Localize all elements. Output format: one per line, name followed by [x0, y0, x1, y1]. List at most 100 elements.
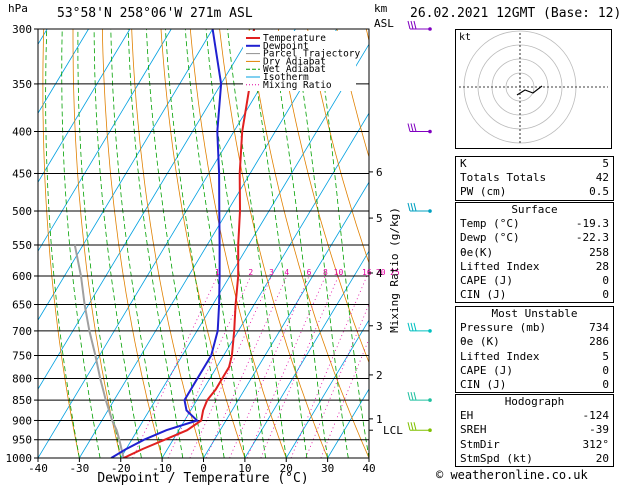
stat-label: StmSpd (kt)	[460, 451, 533, 465]
pressure-tick-label: 300	[12, 23, 32, 36]
mixing-ratio-label: 1	[215, 268, 220, 277]
legend-label: Parcel Trajectory	[263, 49, 361, 60]
stat-value: 0.5	[589, 185, 609, 199]
stat-label: CIN (J)	[460, 377, 507, 391]
stat-label: Temp (°C)	[460, 217, 520, 231]
mixing-ratio-line	[229, 275, 310, 458]
wind-barb-flag	[410, 20, 414, 30]
pressure-tick-label: 600	[12, 270, 32, 283]
pressure-tick-label: 650	[12, 299, 32, 312]
wet-adiabat-line	[271, 29, 328, 458]
legend-label: Isotherm	[263, 72, 309, 83]
parcel-trajectory-line	[73, 244, 125, 458]
pressure-tick-label: 950	[12, 434, 32, 447]
wind-barb-flag	[413, 391, 417, 401]
copyright-text: © weatheronline.co.uk	[436, 468, 588, 482]
isotherm-line	[203, 181, 369, 458]
x-tick-label: -20	[111, 462, 131, 475]
mixing-ratio-line	[305, 303, 369, 458]
legend-label: Dewpoint	[263, 41, 309, 52]
asl-label: ASL	[374, 17, 394, 30]
stat-label: K	[460, 157, 467, 170]
stat-label: Lifted Index	[460, 259, 540, 273]
isotherm-line	[0, 29, 6, 458]
stat-label: CAPE (J)	[460, 273, 513, 287]
legend-label: Dry Adiabat	[263, 56, 326, 67]
stat-value: 28	[595, 259, 609, 273]
stat-row: CAPE (J) 0	[456, 274, 613, 288]
isotherm-line	[244, 250, 369, 458]
stat-label: SREH	[460, 423, 487, 437]
stat-value: 0	[602, 377, 609, 391]
panel-title: Surface	[511, 203, 558, 216]
stat-label: EH	[460, 409, 474, 423]
mixing-ratio-label: 4	[284, 268, 289, 277]
stat-value: -39	[589, 423, 609, 437]
stat-value: 286	[589, 335, 609, 349]
stat-value: -22.3	[575, 231, 609, 245]
wind-barb-dot	[428, 329, 432, 333]
stat-value: 0	[602, 273, 609, 287]
x-tick-label: 0	[200, 462, 207, 475]
wind-barb-flag	[410, 123, 414, 132]
stat-row: Lifted Index 28	[456, 260, 613, 274]
x-tick-label: 10	[238, 462, 251, 475]
wind-barb-dot	[428, 27, 432, 31]
height-tick-label: 6	[376, 166, 383, 179]
panel-title: Most Unstable	[491, 307, 578, 320]
pressure-tick-label: 750	[12, 349, 32, 362]
wind-barb-flag	[407, 20, 411, 30]
isotherm-line	[285, 319, 369, 458]
stat-value: 258	[589, 245, 609, 259]
height-tick-label: 5	[376, 212, 383, 225]
stat-row: Pressure (mb) 734	[456, 321, 613, 335]
wind-barb-dot	[428, 398, 432, 402]
wind-barb-dot	[428, 428, 432, 433]
stat-value: 0	[602, 363, 609, 377]
stat-label: θe (K)	[460, 335, 500, 349]
wet-adiabat-line	[127, 29, 184, 458]
stat-value: 0	[602, 288, 609, 302]
dry-adiabat-line	[336, 29, 369, 159]
stat-label: Totals Totals	[460, 171, 547, 185]
wind-barb-dot	[428, 129, 432, 134]
mixing-ratio-label: 3	[269, 268, 274, 277]
mixing-ratio-label: 6	[307, 268, 312, 277]
pressure-tick-label: 850	[12, 394, 32, 407]
hodograph-kt-label: kt	[459, 32, 471, 43]
stat-row: StmSpd (kt) 20	[456, 452, 613, 466]
stat-value: 312°	[582, 437, 610, 451]
stat-row: EH -124	[456, 409, 613, 423]
pressure-tick-label: 900	[12, 414, 32, 427]
mixing-ratio-line	[205, 275, 288, 458]
stat-label: Lifted Index	[460, 349, 540, 363]
wind-barb-flag	[413, 422, 417, 431]
isotherm-line	[79, 29, 338, 458]
dry-adiabat-line	[248, 29, 369, 458]
stat-row: θe(K) 258	[456, 246, 613, 260]
hpa-label: hPa	[8, 2, 28, 15]
wind-barb-flag	[410, 422, 414, 431]
mixing-ratio-axis-title: Mixing Ratio (g/kg)	[388, 207, 401, 333]
pressure-tick-label: 350	[12, 78, 32, 91]
indices-panel: K 5 Totals Totals 42 PW (cm) 0.5	[455, 156, 614, 201]
legend-box	[243, 31, 356, 91]
stat-value: 42	[595, 171, 609, 185]
stat-row: θe (K) 286	[456, 335, 613, 349]
location-title: 53°58'N 258°06'W 271m ASL	[57, 6, 253, 21]
height-tick-label: 4	[376, 267, 383, 280]
stat-row: Lifted Index 5	[456, 350, 613, 364]
stat-value: -124	[582, 409, 610, 423]
stat-row: SREH -39	[456, 423, 613, 437]
x-tick-label: 30	[321, 462, 334, 475]
pressure-tick-label: 700	[12, 325, 32, 338]
stat-row: CIN (J) 0	[456, 378, 613, 392]
stat-value: -19.3	[575, 217, 609, 231]
stat-label: Dewp (°C)	[460, 231, 520, 245]
stat-row: PW (cm) 0.5	[456, 185, 613, 199]
hodograph: kt	[455, 29, 612, 149]
wind-barb-flag	[413, 123, 417, 132]
mixing-ratio-label: 2	[248, 268, 253, 277]
